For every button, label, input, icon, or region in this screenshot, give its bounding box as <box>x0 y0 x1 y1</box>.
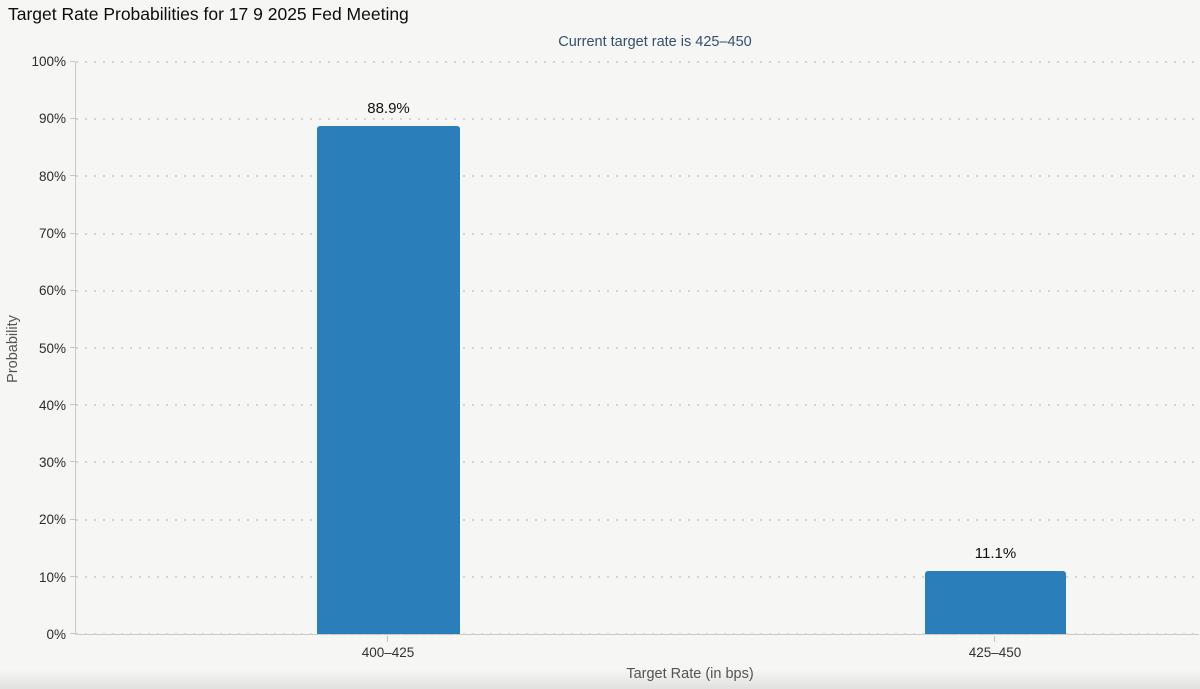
y-tick-label: 100% <box>31 54 66 69</box>
bar-group-400-425: 88.9% <box>317 62 460 634</box>
chart-title: Target Rate Probabilities for 17 9 2025 … <box>8 4 409 24</box>
y-tick-mark <box>70 347 75 348</box>
gridline <box>76 633 1199 635</box>
y-tick-label: 40% <box>38 397 66 413</box>
y-tick-label: 80% <box>38 168 66 184</box>
plot-area: 88.9% 11.1% <box>70 61 1199 635</box>
y-tick-mark <box>70 61 75 62</box>
y-axis-labels: 0% 10% 20% 30% 40% 50% 60% 70% 80% 90% 100% <box>0 54 68 642</box>
gridline <box>76 232 1199 235</box>
y-tick-label: 0% <box>46 627 66 642</box>
bar-425-450[interactable] <box>925 570 1066 634</box>
gridline <box>76 289 1199 292</box>
y-tick-mark <box>70 404 75 406</box>
y-tick-label: 10% <box>38 569 66 585</box>
x-axis-title: Target Rate (in bps) <box>626 666 754 682</box>
y-tick-label: 20% <box>38 512 66 528</box>
bar-400-425[interactable] <box>317 125 460 634</box>
gridline <box>76 175 1199 178</box>
y-tick-label: 30% <box>38 455 66 471</box>
y-tick-mark <box>70 175 75 177</box>
gridline <box>76 575 1199 578</box>
y-tick-mark <box>70 575 75 577</box>
y-tick-mark <box>70 633 75 634</box>
gridline <box>76 118 1199 121</box>
y-tick-label: 50% <box>38 340 66 356</box>
y-tick-mark <box>70 118 75 120</box>
x-tick-label: 425–450 <box>968 645 1022 660</box>
bar-group-425-450: 11.1% <box>925 62 1066 634</box>
gridline <box>76 347 1199 349</box>
bar-value-label: 11.1% <box>974 544 1017 562</box>
gridline <box>76 61 1199 63</box>
y-tick-mark <box>70 518 75 520</box>
y-tick-label: 90% <box>38 111 66 127</box>
x-tick-mark <box>387 636 388 642</box>
bar-value-label: 88.9% <box>367 99 410 117</box>
y-tick-mark <box>70 232 75 234</box>
y-tick-mark <box>70 289 75 291</box>
gridline <box>76 518 1199 521</box>
x-tick-label: 400–425 <box>361 645 415 660</box>
gridline <box>76 404 1199 407</box>
x-tick-mark <box>994 636 995 642</box>
y-tick-mark <box>70 461 75 463</box>
gridline <box>76 461 1199 464</box>
y-tick-label: 60% <box>38 283 66 299</box>
y-tick-label: 70% <box>38 225 66 241</box>
chart-subtitle: Current target rate is 425–450 <box>558 34 752 50</box>
